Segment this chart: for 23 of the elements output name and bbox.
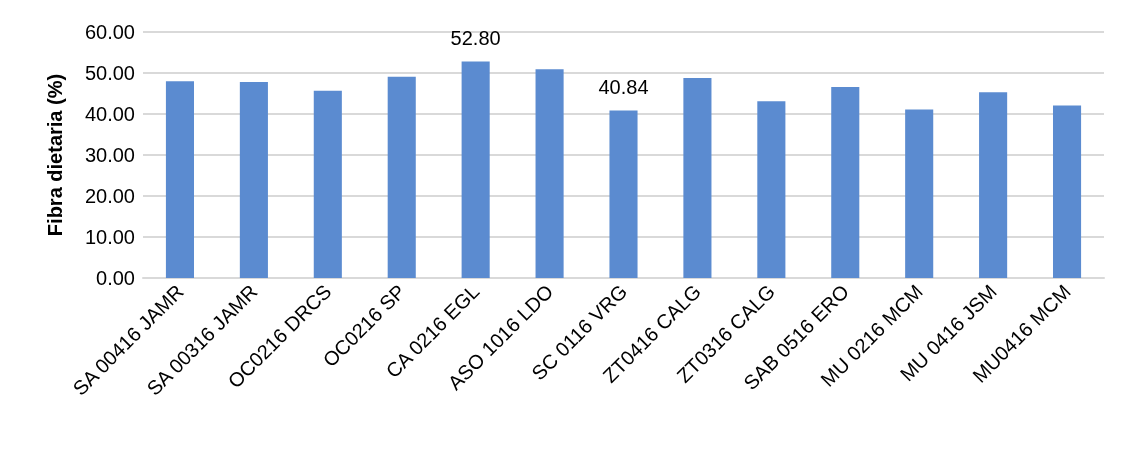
bar [979, 92, 1008, 278]
bar [831, 86, 860, 278]
y-tick-label: 60.00 [84, 21, 135, 43]
bar [683, 77, 712, 278]
bar [905, 109, 934, 278]
bar [757, 101, 786, 278]
y-tick-label: 0.00 [96, 267, 135, 289]
y-tick-label: 20.00 [84, 185, 135, 207]
bar [535, 69, 564, 278]
bar [165, 81, 195, 278]
y-tick-label: 30.00 [84, 144, 135, 166]
bar [239, 82, 268, 278]
data-label: 52.80 [450, 26, 501, 49]
y-axis-title: Fibra dietaria (%) [44, 73, 66, 237]
bar [387, 76, 416, 278]
bar [1052, 105, 1082, 278]
y-tick-label: 10.00 [84, 226, 135, 248]
y-tick-label: 40.00 [84, 103, 135, 125]
bar [609, 110, 638, 278]
y-tick-label: 50.00 [84, 62, 135, 84]
bar [313, 90, 342, 278]
bar [461, 61, 490, 278]
data-label: 40.84 [598, 75, 649, 98]
